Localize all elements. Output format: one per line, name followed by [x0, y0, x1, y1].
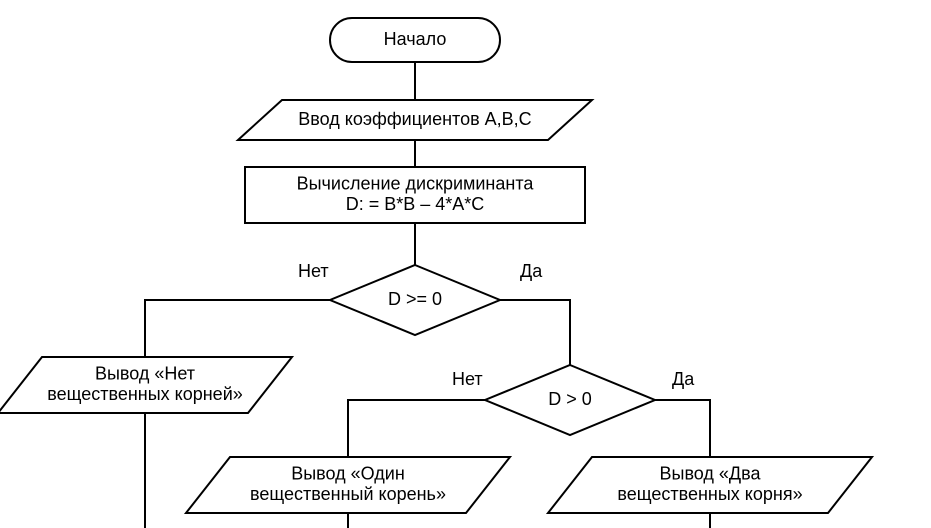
- node-text-dec2-line0: D > 0: [548, 389, 592, 409]
- edge-dec1-dec2: [500, 300, 570, 365]
- node-text-dec1-line0: D >= 0: [388, 289, 442, 309]
- node-text-calc-line1: D: = B*B – 4*A*C: [346, 194, 485, 214]
- node-out_one: Вывод «Одинвещественный корень»: [186, 457, 510, 513]
- edge-dec2-out_one: [348, 400, 485, 457]
- node-start: Начало: [330, 18, 500, 62]
- node-text-out_two-line0: Вывод «Два: [660, 463, 762, 483]
- node-text-input-line0: Ввод коэффициентов A,B,C: [298, 109, 531, 129]
- node-text-out_one-line0: Вывод «Один: [291, 463, 405, 483]
- edge-label-да: Да: [672, 369, 695, 389]
- node-dec1: D >= 0: [330, 265, 500, 335]
- node-text-out_two-line1: вещественных корня»: [617, 484, 802, 504]
- edge-label-нет: Нет: [452, 369, 483, 389]
- node-text-out_none-line0: Вывод «Нет: [95, 363, 195, 383]
- nodes-group: Начало Ввод коэффициентов A,B,C Вычисление…: [0, 18, 872, 513]
- node-input: Ввод коэффициентов A,B,C: [238, 100, 592, 140]
- node-text-out_one-line1: вещественный корень»: [250, 484, 446, 504]
- edge-dec1-out_none: [145, 300, 330, 357]
- node-text-calc-line0: Вычисление дискриминанта: [297, 173, 535, 193]
- node-out_none: Вывод «Нетвещественных корней»: [0, 357, 292, 413]
- node-out_two: Вывод «Двавещественных корня»: [548, 457, 872, 513]
- edge-label-да: Да: [520, 261, 543, 281]
- edge-dec2-out_two: [655, 400, 710, 457]
- node-calc: Вычисление дискриминантаD: = B*B – 4*A*C: [245, 167, 585, 223]
- node-text-out_none-line1: вещественных корней»: [47, 384, 243, 404]
- edge-label-нет: Нет: [298, 261, 329, 281]
- node-text-start-line0: Начало: [384, 29, 447, 49]
- node-dec2: D > 0: [485, 365, 655, 435]
- flowchart-canvas: Нет Да Нет Да Начало Ввод коэффициентов A,B,C…: [0, 0, 931, 528]
